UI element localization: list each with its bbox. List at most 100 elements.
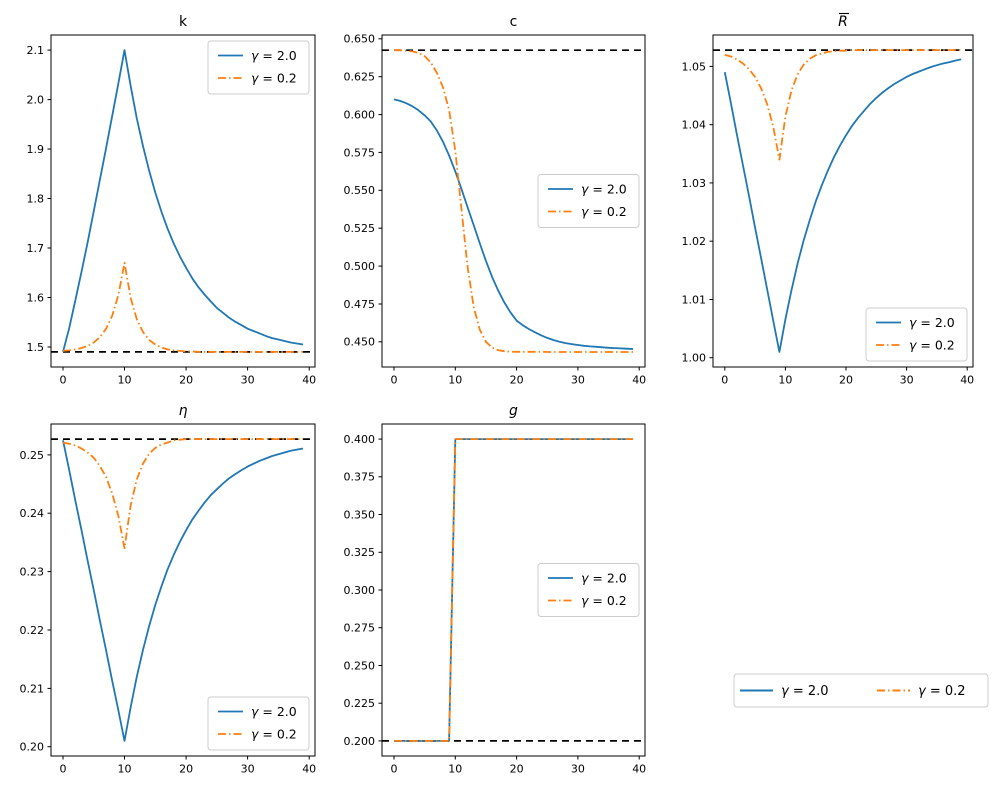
- legend-box: [865, 307, 968, 362]
- x-tick-label: 0: [391, 374, 398, 387]
- x-tick-label: 40: [302, 763, 316, 776]
- subplot-title: g: [509, 403, 518, 419]
- legend: γ = 2.0 γ = 0.2: [207, 40, 310, 95]
- x-tick-label: 30: [571, 763, 585, 776]
- x-tick-label: 0: [60, 374, 67, 387]
- subplot-k: 0 10 20 30 401.51.61.71.81.92.02.1kγ = 2.0γ …: [27, 14, 317, 387]
- y-tick-label: 0.23: [20, 566, 45, 579]
- y-tick-label: 0.25: [20, 449, 45, 462]
- series-gamma-2.0-line: [723, 58, 962, 353]
- legend-label: γ = 2.0: [251, 48, 297, 63]
- subplot-c: 0 10 20 30 40 0.450 0.475 0.500 0.525 0.550 0.575 0…: [344, 14, 647, 387]
- y-tick-label: 0.21: [20, 682, 45, 695]
- axes-frame: [50, 34, 316, 368]
- y-tick-label: 0.250: [344, 659, 376, 672]
- figure-legend-box: [733, 673, 989, 708]
- y-tick-label: 0.500: [344, 260, 376, 273]
- y-tick-label: 0.200: [344, 735, 376, 748]
- y-tick-label: 0.400: [344, 433, 376, 446]
- y-tick-label: 1.04: [682, 119, 707, 132]
- legend-box: [537, 563, 640, 617]
- y-tick-label: 0.22: [20, 624, 45, 637]
- legend-entry: γ = 2.0: [218, 48, 297, 63]
- subplot-title: c: [510, 14, 518, 30]
- y-tick-label: 1.01: [682, 293, 707, 306]
- subplot-eta: 0 10 20 30 40 0.20 0.21 0.22 0.23 0.24 0.25 η γ = 2.…: [20, 403, 317, 776]
- legend-entry: γ = 2.0: [548, 570, 627, 585]
- subplot-title: R: [838, 14, 848, 30]
- legend-entry: γ = 2.0: [876, 315, 955, 330]
- subplot-Rbar: 0 10 20 30 40 1.00 1.01 1.02 1.03 1.04 1.05 Rγ = 2.…: [682, 12, 974, 387]
- legend-label: γ = 2.0: [251, 704, 297, 719]
- x-tick-label: 20: [510, 374, 524, 387]
- x-tick-label: 10: [778, 374, 792, 387]
- y-tick-label: 0.475: [344, 298, 376, 311]
- x-tick-label: 20: [510, 763, 524, 776]
- legend: γ = 2.0 γ = 0.2: [865, 307, 968, 362]
- y-tick-label: 0.375: [344, 471, 376, 484]
- series-gamma-0.2-line: [394, 438, 633, 742]
- legend-label: γ = 0.2: [909, 337, 955, 352]
- x-tick-label: 10: [118, 374, 132, 387]
- series-gamma-2.0-line: [393, 98, 634, 350]
- legend-label: γ = 0.2: [251, 70, 297, 85]
- y-tick-label: 0.325: [344, 546, 376, 559]
- y-tick-label: 1.5: [27, 341, 45, 354]
- legend-entry: γ = 0.2: [218, 70, 297, 85]
- series-gamma-0.2-line: [62, 261, 303, 353]
- legend-entry: γ = 2.0: [218, 704, 297, 719]
- x-tick-label: 10: [448, 374, 462, 387]
- x-tick-label: 0: [60, 763, 67, 776]
- axes-frame: [712, 34, 974, 368]
- x-tick-label: 40: [302, 374, 316, 387]
- series-gamma-0.2-line: [724, 49, 962, 161]
- y-tick-label: 0.20: [20, 741, 45, 754]
- x-tick-label: 30: [241, 763, 255, 776]
- y-tick-label: 1.00: [682, 352, 707, 365]
- x-tick-label: 20: [839, 374, 853, 387]
- legend: γ = 2.0 γ = 0.2: [207, 696, 310, 751]
- y-tick-label: 1.03: [682, 177, 707, 190]
- series-gamma-2.0-line: [62, 440, 304, 742]
- legend-label: γ = 0.2: [581, 593, 627, 608]
- x-tick-label: 10: [118, 763, 132, 776]
- series-gamma-2.0-line: [62, 49, 304, 353]
- legend-box: [207, 696, 310, 751]
- y-tick-label: 0.450: [344, 336, 376, 349]
- legend-entry: γ = 0.2: [218, 726, 297, 741]
- legend-entry: γ = 0.2: [548, 593, 627, 608]
- legend-label: γ = 0.2: [251, 726, 297, 741]
- figure-legend: γ = 2.0 γ = 0.2: [733, 673, 989, 708]
- x-tick-label: 0: [391, 763, 398, 776]
- y-tick-label: 2.1: [27, 44, 45, 57]
- y-tick-label: 1.9: [27, 143, 45, 156]
- legend-entry: γ = 0.2: [548, 204, 627, 219]
- legend-entry: γ = 0.2: [876, 337, 955, 352]
- x-tick-label: 10: [448, 763, 462, 776]
- axes-frame: [381, 34, 646, 368]
- y-tick-label: 1.6: [27, 291, 45, 304]
- x-tick-label: 20: [179, 374, 193, 387]
- figure-legend-label: γ = 0.2: [918, 684, 966, 699]
- legend: γ = 2.0 γ = 0.2: [537, 174, 640, 228]
- axes-frame: [50, 423, 316, 757]
- subplot-g: 0 10 20 30 40 0.200 0.225 0.250 0.275 0.300 0.325 0…: [344, 403, 647, 776]
- y-tick-label: 1.05: [682, 60, 707, 73]
- y-tick-label: 0.225: [344, 697, 376, 710]
- y-tick-label: 0.625: [344, 71, 376, 84]
- x-tick-label: 40: [960, 374, 974, 387]
- legend-box: [207, 40, 310, 95]
- series-gamma-0.2-line: [62, 438, 303, 550]
- figure-legend-entry: γ = 2.0: [740, 684, 829, 699]
- x-tick-label: 30: [241, 374, 255, 387]
- x-tick-label: 30: [900, 374, 914, 387]
- x-tick-label: 40: [632, 763, 646, 776]
- y-tick-label: 1.7: [27, 242, 45, 255]
- x-tick-label: 40: [632, 374, 646, 387]
- figure-legend-label: γ = 2.0: [781, 684, 829, 699]
- y-tick-label: 0.550: [344, 184, 376, 197]
- legend-label: γ = 2.0: [581, 181, 627, 196]
